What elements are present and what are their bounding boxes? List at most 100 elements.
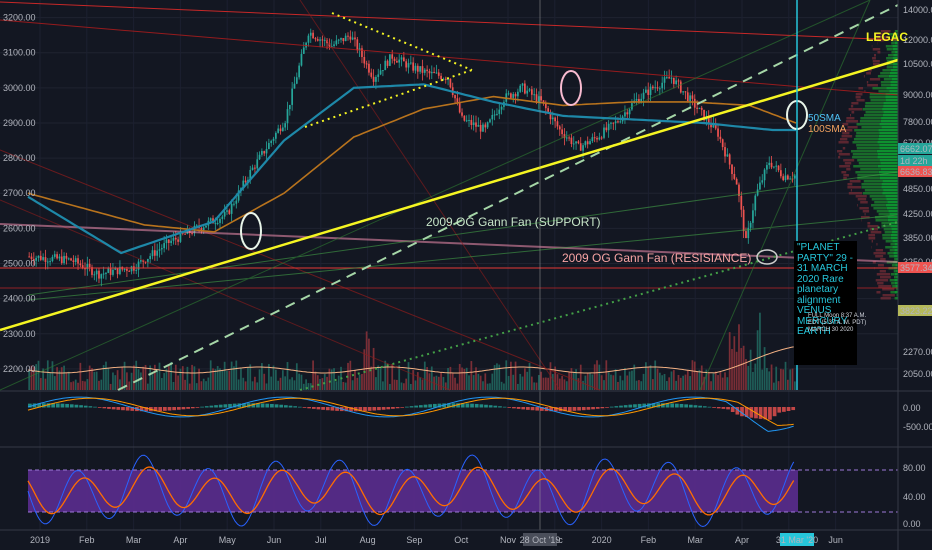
macd-bar — [530, 407, 535, 411]
vp-bar-down — [867, 222, 871, 225]
volume-bar — [300, 374, 303, 390]
macd-bar — [670, 403, 675, 408]
candle-body — [200, 228, 203, 231]
macd-bar — [577, 407, 581, 411]
volume-bar — [519, 373, 522, 390]
candle-body — [640, 98, 643, 103]
candle-body — [67, 258, 70, 260]
candle-body — [265, 148, 268, 154]
vp-bar-buy — [889, 72, 898, 75]
vp-bar-down — [873, 54, 877, 57]
candle-body — [493, 114, 496, 116]
macd-bar — [502, 406, 507, 408]
macd-bar — [302, 407, 307, 408]
volume-bar — [254, 376, 256, 390]
candle-body — [312, 32, 314, 39]
vp-bar-buy — [894, 255, 898, 258]
vp-bar-down — [841, 171, 847, 174]
candle-body — [146, 258, 149, 263]
vp-bar-up — [896, 294, 898, 297]
vp-bar-buy — [877, 165, 898, 168]
candle-body — [551, 117, 554, 120]
candle-body — [37, 255, 40, 258]
macd-bar — [55, 403, 60, 408]
vp-bar-up — [894, 297, 897, 300]
volume-bar — [209, 360, 212, 390]
macd-bar — [293, 406, 298, 408]
macd-bar — [274, 404, 279, 408]
volume-bar — [442, 376, 445, 390]
vp-bar-buy — [885, 195, 898, 198]
vp-bar-down — [847, 186, 862, 189]
vp-bar-buy — [883, 105, 898, 108]
candle-body — [407, 63, 410, 68]
vp-bar-down — [878, 285, 892, 288]
vp-bar-down — [882, 294, 895, 297]
volume-bar — [563, 379, 566, 390]
volume-bar — [440, 372, 442, 390]
macd-bar — [428, 404, 433, 408]
vp-bar-buy — [886, 198, 898, 201]
volume-bar — [100, 379, 103, 390]
volume-bar — [686, 370, 689, 390]
volume-bar — [486, 383, 489, 390]
vp-bar-down — [855, 195, 867, 198]
vp-bar-buy — [878, 135, 898, 138]
candle-body — [721, 139, 724, 148]
volume-bar — [295, 363, 298, 390]
candle-body — [102, 273, 105, 275]
volume-bar — [700, 365, 703, 390]
volume-bar — [533, 382, 536, 390]
volume-bar — [535, 382, 538, 390]
vp-bar-buy — [894, 282, 898, 285]
candle-body — [63, 255, 65, 264]
vp-bar-down — [842, 123, 849, 126]
volume-bar — [521, 376, 524, 390]
candle-body — [344, 35, 347, 42]
candle-body — [137, 261, 140, 270]
vp-bar-up — [853, 138, 879, 141]
macd-bar — [735, 407, 740, 415]
vp-bar-up — [883, 228, 892, 231]
volume-bar — [77, 382, 79, 390]
vp-bar-up — [861, 186, 882, 189]
price-badge-bg-2 — [898, 166, 932, 177]
candle-body — [32, 259, 35, 261]
stoch-tick-0: 80.00 — [903, 463, 926, 473]
candle-body — [635, 98, 638, 101]
vp-bar-down — [838, 141, 849, 144]
volume-bar — [130, 372, 133, 390]
vp-bar-up — [865, 111, 884, 114]
macd-bar — [121, 407, 125, 411]
volume-bar — [784, 361, 787, 390]
candle-body — [752, 210, 754, 223]
candle-body — [458, 102, 461, 113]
vp-bar-up — [863, 180, 883, 183]
candle-body — [361, 48, 363, 58]
volume-bar — [219, 368, 221, 390]
volume-bar — [661, 375, 664, 390]
vp-bar-buy — [879, 174, 898, 177]
volume-bar — [188, 383, 191, 390]
macd-bar — [535, 407, 540, 411]
volume-bar — [274, 369, 277, 390]
volume-bar — [389, 383, 391, 390]
candle-body — [556, 121, 559, 127]
macd-bar — [167, 407, 172, 411]
vp-bar-up — [869, 195, 886, 198]
vp-bar-down — [851, 102, 859, 105]
candle-body — [628, 109, 631, 115]
candle-body — [53, 254, 56, 257]
vp-bar-down — [845, 120, 859, 123]
macd-bar — [358, 407, 363, 412]
volume-bar — [109, 383, 112, 390]
x-tick-2: Mar — [126, 535, 142, 545]
vp-bar-buy — [896, 270, 898, 273]
vp-bar-up — [889, 249, 895, 252]
volume-bar — [586, 373, 589, 390]
candle-body — [330, 46, 333, 48]
macd-bar — [470, 403, 474, 408]
macd-bar — [484, 404, 488, 408]
candle-body — [547, 108, 550, 112]
